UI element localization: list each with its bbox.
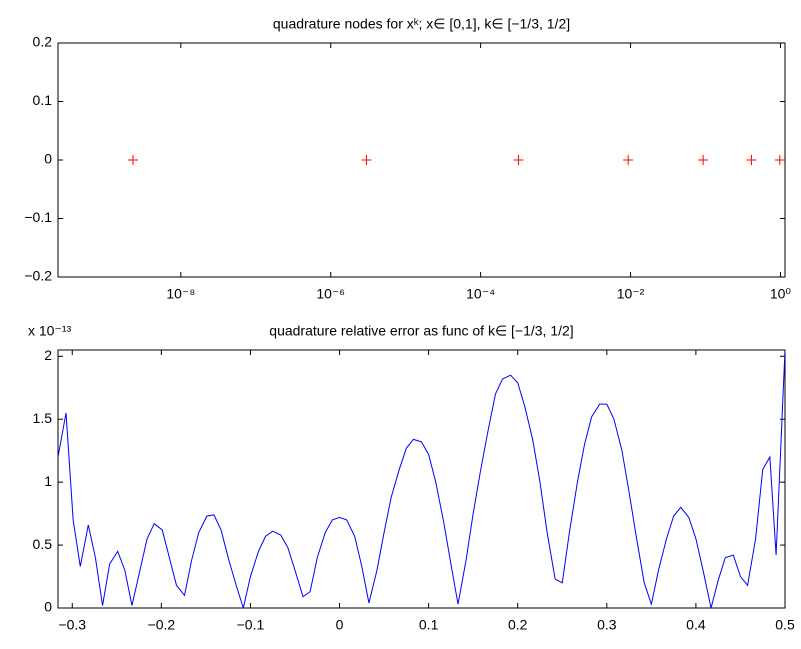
x-tick-label: 0.4: [686, 617, 706, 633]
x-tick-label: 10⁻⁴: [466, 286, 495, 302]
marker: [698, 155, 709, 165]
y-tick-label: 1: [44, 473, 52, 489]
x-tick-label: 0.1: [419, 617, 439, 633]
y-tick-label: −0.1: [24, 209, 52, 225]
y-tick-label: 2: [44, 347, 52, 363]
y-tick-label: 0.1: [33, 92, 53, 108]
x-tick-label: 0.3: [597, 617, 617, 633]
axes-box: [57, 349, 786, 609]
marker: [774, 155, 785, 165]
x-tick-label: 10⁻⁶: [316, 286, 345, 302]
chart-title: quadrature nodes for xᵏ; x∈ [0,1], k∈ [−…: [273, 16, 570, 32]
chart-title: quadrature relative error as func of k∈ …: [269, 323, 573, 339]
y-tick-label: 0: [44, 599, 52, 615]
x-tick-label: 10⁰: [770, 286, 792, 302]
marker: [513, 155, 524, 165]
x-tick-label: 10⁻²: [617, 286, 645, 302]
y-tick-label: 0.2: [33, 34, 53, 50]
marker: [746, 155, 757, 165]
x-tick-label: −0.1: [237, 617, 265, 633]
marker: [361, 155, 372, 165]
x-tick-label: 0.5: [775, 617, 795, 633]
y-tick-label: 0.5: [33, 536, 53, 552]
x-tick-label: 10⁻⁸: [166, 286, 195, 302]
axes-box: [57, 42, 786, 278]
x-tick-label: −0.3: [58, 617, 86, 633]
marker: [127, 155, 138, 165]
x-tick-label: −0.2: [148, 617, 176, 633]
y-tick-label: −0.2: [24, 268, 52, 284]
y-tick-label: 1.5: [33, 410, 53, 426]
y-tick-label: 0: [44, 151, 52, 167]
x-tick-label: 0.2: [508, 617, 528, 633]
x-tick-label: 0: [336, 617, 344, 633]
y-scale-label: x 10⁻¹³: [28, 323, 72, 339]
marker: [623, 155, 634, 165]
line: [58, 350, 785, 608]
